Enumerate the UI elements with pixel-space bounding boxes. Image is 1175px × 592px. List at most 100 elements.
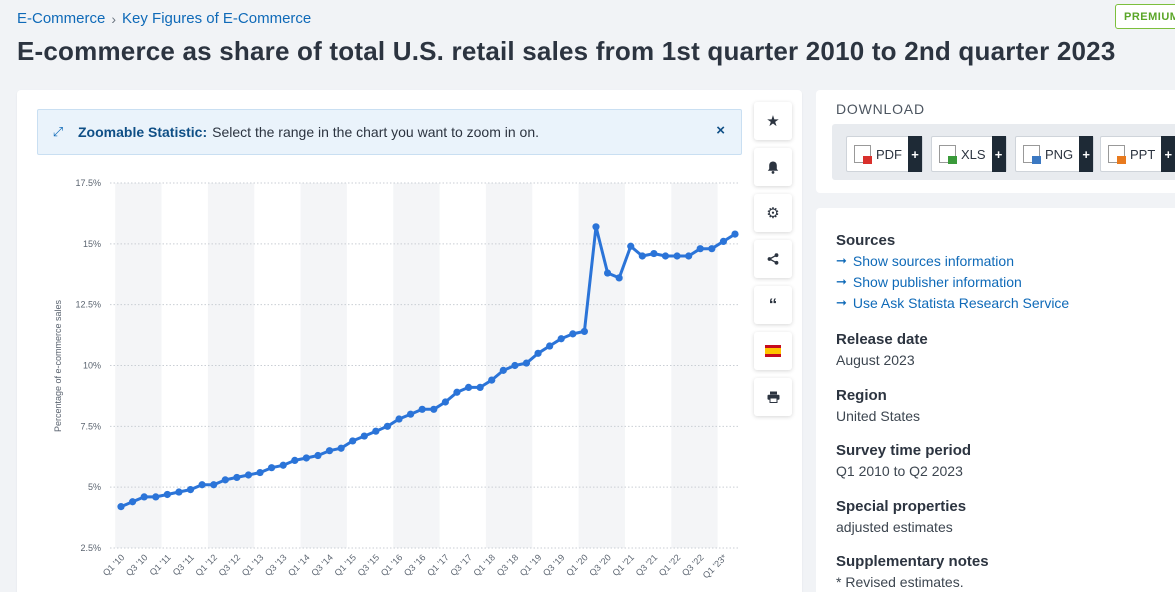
data-point	[279, 461, 287, 469]
y-tick-label: 10%	[83, 361, 101, 371]
cite-button[interactable]: “	[754, 286, 792, 324]
x-tick-label: Q3 '21	[634, 552, 660, 578]
breadcrumb-key-figures[interactable]: Key Figures of E-Commerce	[122, 10, 312, 27]
print-icon	[767, 391, 779, 403]
zoom-text: Select the range in the chart you want t…	[212, 124, 540, 140]
print-button[interactable]	[754, 378, 792, 416]
data-point	[349, 437, 357, 445]
share-button[interactable]	[754, 240, 792, 278]
link-sources-info[interactable]: ➞ Show sources information	[836, 253, 1069, 269]
data-point	[383, 422, 392, 430]
notes-heading: Supplementary notes	[836, 553, 989, 570]
region-section: Region United States	[836, 387, 920, 424]
notification-button[interactable]	[754, 148, 792, 186]
data-point	[592, 223, 600, 231]
download-pdf-button[interactable]: PDF +	[846, 136, 923, 172]
data-point	[603, 269, 612, 277]
data-point	[522, 359, 531, 367]
line-chart[interactable]: 2.5% 5% 7.5% 10% 12.5% 15% 17.5% Percentage of …	[17, 90, 757, 592]
data-point	[615, 274, 623, 282]
data-point	[430, 405, 438, 413]
x-tick-label: Q1 '23*	[701, 552, 729, 580]
top-bar: E-Commerce › Key Figures of E-Commerce P…	[0, 0, 1175, 88]
data-point	[337, 444, 345, 452]
data-point	[395, 415, 403, 423]
data-point	[128, 498, 137, 506]
plus-icon: +	[1161, 136, 1175, 172]
data-point	[302, 454, 310, 462]
data-point	[163, 490, 171, 499]
pdf-file-icon	[854, 145, 872, 164]
data-point	[569, 330, 577, 338]
release-heading: Release date	[836, 331, 928, 348]
download-ppt-label: PPT	[1130, 146, 1156, 162]
download-strip: PDF + XLS + PNG + PPT +	[832, 124, 1175, 180]
data-point	[360, 432, 368, 440]
data-point	[244, 471, 253, 479]
data-point	[557, 335, 565, 343]
data-point	[418, 405, 426, 413]
x-tick-label: Q1 '11	[148, 552, 173, 577]
tool-rail: ★ ⚙ “	[754, 102, 792, 424]
download-ppt-button[interactable]: PPT +	[1100, 136, 1175, 172]
language-button[interactable]	[754, 332, 792, 370]
x-tick-label: Q3 '14	[309, 552, 335, 578]
data-point	[140, 493, 148, 501]
bell-icon	[767, 161, 779, 174]
y-axis-label: Percentage of e-commerce sales	[53, 299, 63, 432]
x-tick-label: Q3 '13	[263, 552, 289, 578]
breadcrumb-ecommerce[interactable]: E-Commerce	[17, 10, 106, 27]
y-tick-label: 2.5%	[80, 543, 101, 553]
link-sources-label: Show sources information	[852, 253, 1014, 269]
data-point	[186, 486, 195, 494]
data-point	[256, 468, 264, 477]
download-title: DOWNLOAD	[836, 101, 925, 117]
data-point	[453, 388, 461, 396]
data-point	[221, 476, 229, 484]
link-publisher-label: Show publisher information	[852, 274, 1022, 290]
arrow-right-icon: ➞	[836, 274, 847, 289]
data-point	[580, 327, 588, 336]
data-point	[638, 252, 646, 260]
data-point	[488, 376, 496, 384]
download-xls-label: XLS	[961, 146, 986, 162]
share-icon	[767, 253, 779, 265]
breadcrumb-separator: ›	[111, 10, 117, 27]
download-png-button[interactable]: PNG +	[1015, 136, 1095, 172]
data-point	[499, 366, 507, 374]
x-tick-label: Q1 '12	[193, 552, 219, 578]
x-tick-label: Q3 '16	[402, 552, 428, 578]
x-tick-label: Q1 '22	[657, 552, 683, 578]
period-heading: Survey time period	[836, 442, 972, 459]
special-section: Special properties adjusted estimates	[836, 498, 966, 535]
x-tick-label: Q1 '14	[286, 552, 312, 578]
expand-icon: ⤢	[52, 124, 64, 139]
x-tick-label: Q1 '15	[332, 552, 358, 578]
data-point	[708, 245, 716, 253]
data-point	[650, 249, 658, 258]
data-point	[372, 427, 380, 435]
region-heading: Region	[836, 387, 887, 404]
data-point	[407, 410, 415, 418]
data-point	[441, 398, 449, 406]
data-point	[291, 456, 299, 464]
ppt-file-icon	[1108, 145, 1126, 164]
x-tick-label: Q1 '17	[425, 552, 451, 578]
settings-button[interactable]: ⚙	[754, 194, 792, 232]
close-icon[interactable]: ×	[716, 122, 725, 139]
plus-icon: +	[1079, 136, 1094, 172]
x-tick-label: Q1 '18	[471, 552, 497, 578]
download-xls-button[interactable]: XLS +	[931, 136, 1007, 172]
star-icon: ★	[766, 113, 780, 130]
y-tick-label: 15%	[83, 239, 101, 249]
link-publisher-info[interactable]: ➞ Show publisher information	[836, 274, 1069, 290]
favorite-button[interactable]: ★	[754, 102, 792, 140]
data-point	[627, 242, 635, 250]
download-pdf-label: PDF	[876, 146, 902, 162]
x-tick-label: Q3 '11	[171, 552, 196, 577]
notes-section: Supplementary notes * Revised estimates.	[836, 553, 989, 590]
chart-card: 2.5% 5% 7.5% 10% 12.5% 15% 17.5% Percentage of …	[17, 90, 802, 592]
link-ask-statista[interactable]: ➞ Use Ask Statista Research Service	[836, 295, 1069, 311]
flag-es-icon	[765, 345, 781, 357]
premium-badge[interactable]: PREMIUM	[1115, 4, 1175, 29]
